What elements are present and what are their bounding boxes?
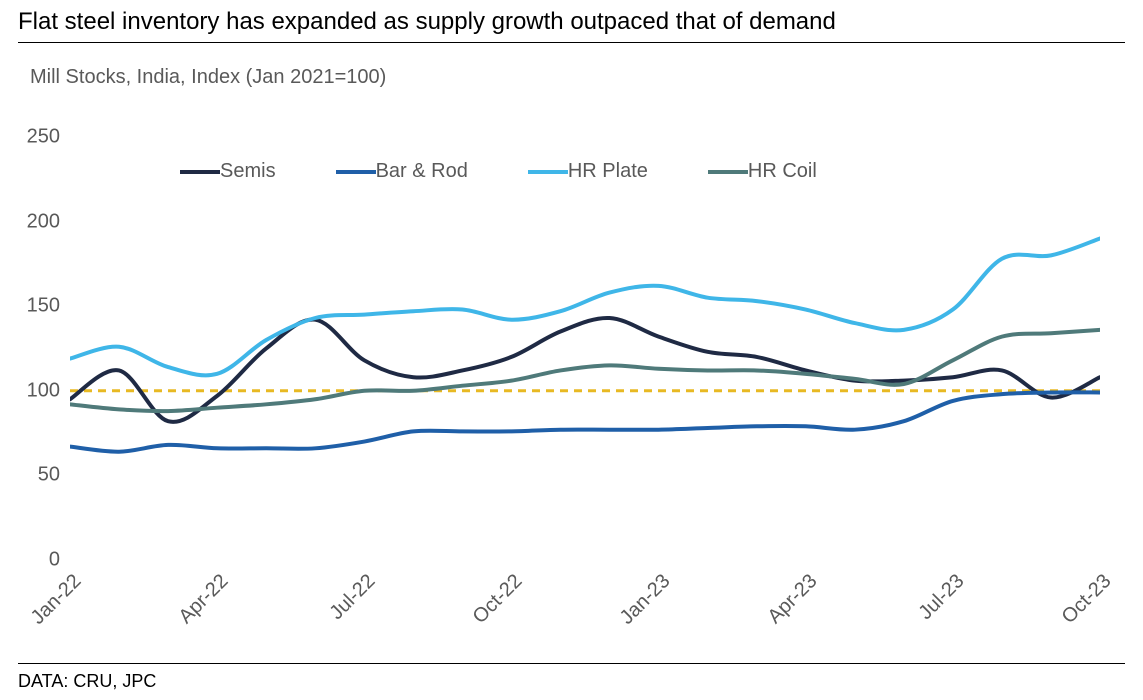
legend-label: HR Plate bbox=[568, 160, 648, 183]
y-tick-label: 200 bbox=[10, 210, 60, 233]
data-source: DATA: CRU, JPC bbox=[18, 671, 156, 692]
x-tick-label: Jan-23 bbox=[615, 570, 675, 630]
x-tick-label: Jul-23 bbox=[914, 570, 969, 625]
x-tick-label: Jan-22 bbox=[27, 570, 87, 630]
legend-label: Bar & Rod bbox=[376, 160, 468, 183]
legend-item: Bar & Rod bbox=[336, 160, 468, 183]
legend-swatch bbox=[528, 170, 568, 174]
x-tick-label: Jul-22 bbox=[326, 570, 381, 625]
title-divider bbox=[18, 42, 1125, 43]
series-line bbox=[70, 392, 1100, 451]
x-tick-label: Oct-23 bbox=[1058, 570, 1117, 629]
x-tick-label: Apr-22 bbox=[175, 570, 234, 629]
chart-container: Flat steel inventory has expanded as sup… bbox=[0, 0, 1143, 700]
y-tick-label: 50 bbox=[10, 464, 60, 487]
y-tick-label: 100 bbox=[10, 379, 60, 402]
legend-swatch bbox=[708, 170, 748, 174]
footer-divider bbox=[18, 663, 1125, 664]
legend-label: HR Coil bbox=[748, 160, 817, 183]
chart-subtitle: Mill Stocks, India, Index (Jan 2021=100) bbox=[30, 66, 386, 89]
series-line bbox=[70, 238, 1100, 375]
x-tick-label: Apr-23 bbox=[763, 570, 822, 629]
legend-item: HR Coil bbox=[708, 160, 817, 183]
legend-swatch bbox=[180, 170, 220, 174]
chart-title: Flat steel inventory has expanded as sup… bbox=[18, 8, 836, 36]
legend-swatch bbox=[336, 170, 376, 174]
chart-plot bbox=[70, 120, 1100, 560]
legend-label: Semis bbox=[220, 160, 276, 183]
y-tick-label: 0 bbox=[10, 549, 60, 572]
legend-item: HR Plate bbox=[528, 160, 648, 183]
y-tick-label: 250 bbox=[10, 125, 60, 148]
y-tick-label: 150 bbox=[10, 295, 60, 318]
legend: Semis Bar & Rod HR Plate HR Coil bbox=[180, 160, 817, 183]
legend-item: Semis bbox=[180, 160, 276, 183]
x-tick-label: Oct-22 bbox=[469, 570, 528, 629]
